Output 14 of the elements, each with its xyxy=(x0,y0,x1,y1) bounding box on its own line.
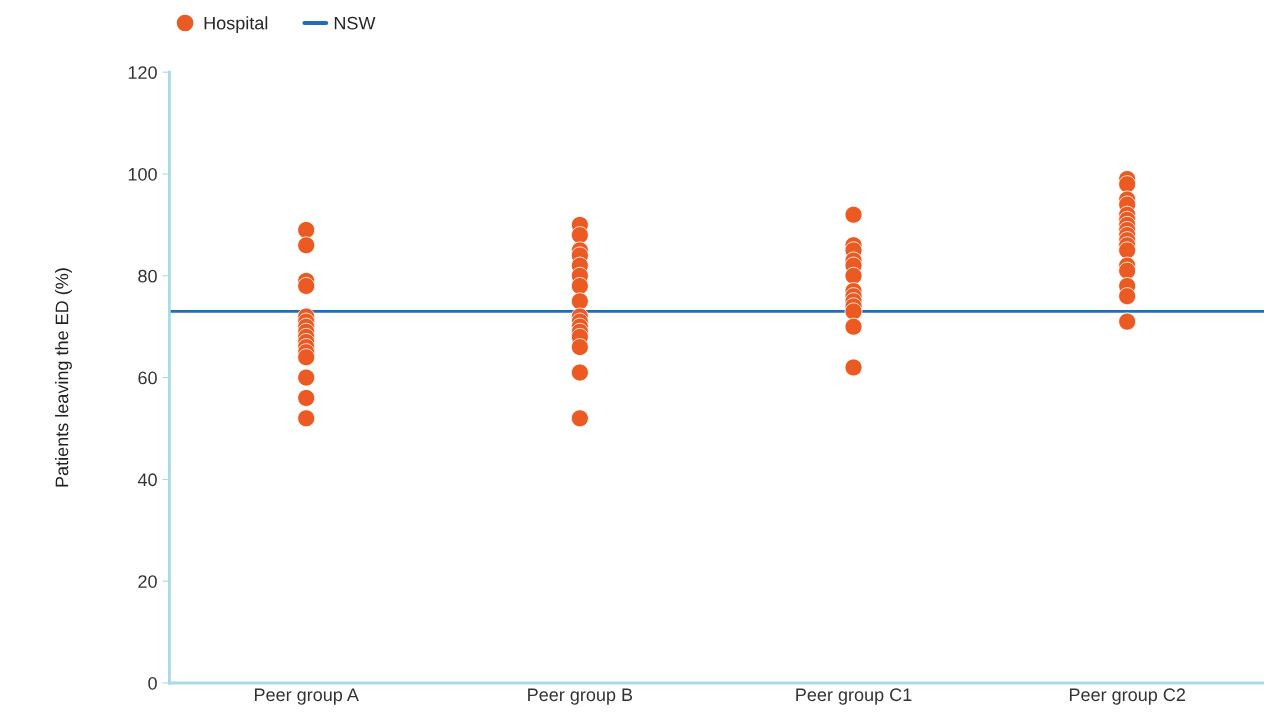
y-tick-label: 80 xyxy=(138,269,157,283)
y-tick-label: 120 xyxy=(128,66,157,79)
x-tick-label: Peer group A xyxy=(254,688,359,705)
y-tick-label: 20 xyxy=(138,575,157,588)
x-tick-label: Peer group C1 xyxy=(796,688,912,705)
x-tick-label: Peer group C2 xyxy=(1069,688,1185,705)
y-tick-label: 0 xyxy=(148,676,157,690)
legend-label: Hospital xyxy=(204,16,268,34)
y-tick-label: 40 xyxy=(137,473,157,487)
legend-label: NSW xyxy=(334,16,376,30)
x-tick-label: Peer group B xyxy=(528,688,633,705)
y-tick-label: 60 xyxy=(138,371,157,385)
y-tick-label: 100 xyxy=(128,167,157,181)
y-axis-title: Patients leaving the ED (%) xyxy=(55,268,72,487)
